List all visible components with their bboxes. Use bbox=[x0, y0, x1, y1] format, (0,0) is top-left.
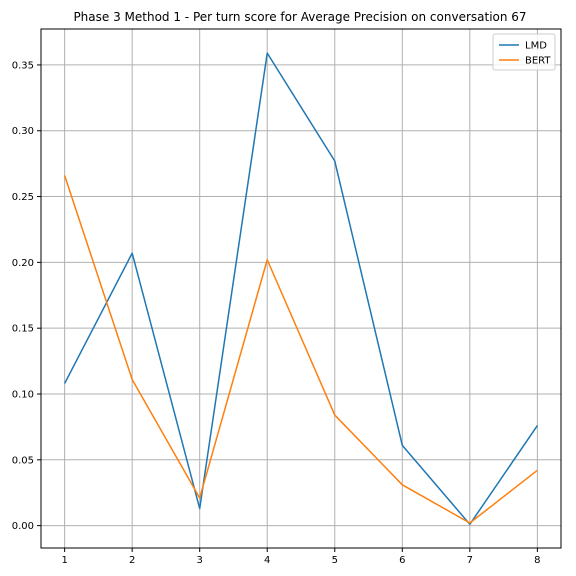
legend-label-lmd: LMD bbox=[525, 41, 547, 52]
x-axis: 1 2 3 4 5 6 7 8 bbox=[61, 548, 541, 566]
y-tick-label: 0.30 bbox=[12, 126, 34, 137]
plot-area-frame bbox=[40, 28, 562, 549]
x-tick-label: 2 bbox=[129, 555, 135, 566]
y-tick-label: 0.15 bbox=[12, 324, 34, 335]
legend: LMD BERT bbox=[492, 33, 556, 71]
series-lines bbox=[63, 52, 538, 526]
chart-title: Phase 3 Method 1 - Per turn score for Av… bbox=[73, 10, 526, 24]
x-tick-label: 1 bbox=[61, 555, 67, 566]
x-tick-label: 4 bbox=[264, 555, 270, 566]
legend-label-bert: BERT bbox=[525, 56, 551, 67]
y-tick-label: 0.20 bbox=[12, 258, 34, 269]
y-tick-label: 0.10 bbox=[12, 389, 34, 400]
x-tick-label: 3 bbox=[197, 555, 203, 566]
series-line-lmd bbox=[63, 52, 538, 526]
legend-box bbox=[492, 33, 556, 71]
series-line-bert bbox=[63, 175, 538, 524]
x-tick-label: 5 bbox=[332, 555, 338, 566]
y-tick-label: 0.00 bbox=[12, 521, 34, 532]
y-tick-label: 0.05 bbox=[12, 455, 34, 466]
x-tick-label: 6 bbox=[399, 555, 405, 566]
x-tick-label: 7 bbox=[467, 555, 473, 566]
y-tick-label: 0.35 bbox=[12, 60, 34, 71]
y-tick-label: 0.25 bbox=[12, 192, 34, 203]
grid bbox=[41, 29, 561, 548]
y-axis: 0.00 0.05 0.10 0.15 0.20 0.25 0.30 0.35 bbox=[12, 60, 41, 532]
x-tick-label: 8 bbox=[534, 555, 540, 566]
